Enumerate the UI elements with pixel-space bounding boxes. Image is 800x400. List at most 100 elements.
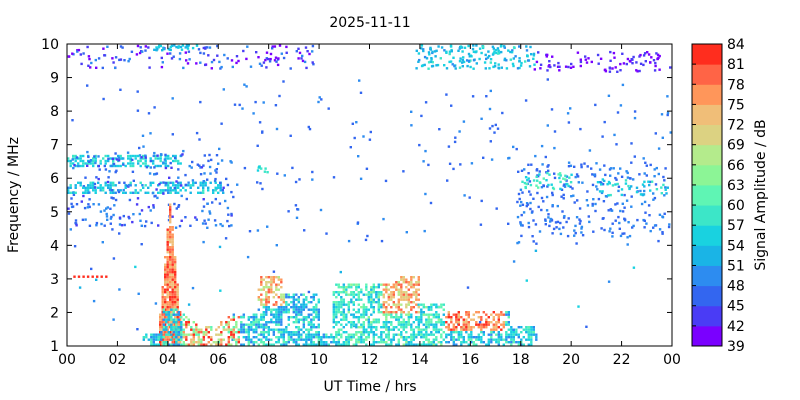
heatmap-cell (410, 326, 413, 329)
heatmap-cell (385, 333, 388, 336)
heatmap-cell (262, 306, 265, 309)
heatmap-cell (109, 191, 112, 194)
heatmap-cell (157, 184, 160, 187)
heatmap-cell (277, 313, 280, 316)
heatmap-cell (302, 326, 305, 329)
plot-area (67, 44, 672, 346)
heatmap-cell (517, 192, 521, 196)
heatmap-cell (76, 50, 79, 53)
heatmap-cell (260, 316, 263, 319)
heatmap-cell (270, 338, 273, 341)
heatmap-cell (167, 323, 170, 326)
heatmap-cell (171, 241, 174, 244)
heatmap-cell (185, 197, 188, 201)
heatmap-cell (179, 189, 182, 192)
heatmap-cell (260, 301, 263, 304)
heatmap-cell (480, 51, 483, 55)
heatmap-cell (387, 311, 390, 314)
heatmap-cell (205, 343, 208, 346)
heatmap-cell (623, 206, 626, 209)
heatmap-cell (530, 333, 533, 336)
heatmap-cell (327, 107, 330, 110)
heatmap-cell (100, 222, 103, 226)
heatmap-cell (215, 328, 218, 331)
heatmap-cell (661, 231, 664, 234)
heatmap-cell (539, 67, 542, 70)
heatmap-cell (492, 323, 495, 326)
heatmap-cell (192, 321, 195, 324)
heatmap-cell (118, 58, 121, 62)
heatmap-cell (635, 61, 638, 64)
heatmap-cell (332, 303, 335, 306)
x-tick-label: 02 (109, 352, 127, 368)
heatmap-cell (99, 159, 102, 163)
heatmap-cell (487, 321, 490, 324)
heatmap-cell (560, 195, 563, 198)
heatmap-cell (507, 333, 510, 336)
heatmap-cell (304, 46, 308, 49)
heatmap-cell (317, 298, 320, 301)
heatmap-cell (431, 50, 434, 53)
heatmap-cell (547, 183, 550, 187)
heatmap-cell (633, 110, 637, 113)
heatmap-cell (171, 261, 174, 264)
heatmap-cell (342, 298, 345, 301)
heatmap-cell (224, 199, 227, 203)
heatmap-cell (544, 155, 547, 159)
heatmap-cell (574, 175, 577, 179)
heatmap-cell (579, 64, 582, 68)
heatmap-cell (247, 316, 250, 319)
heatmap-cell (427, 318, 430, 321)
heatmap-cell (182, 186, 185, 189)
heatmap-cell (312, 306, 315, 309)
heatmap-cell (524, 176, 528, 179)
heatmap-cell (377, 336, 380, 339)
heatmap-cell (169, 266, 172, 269)
heatmap-cell (200, 331, 203, 334)
heatmap-cell (472, 318, 475, 321)
heatmap-cell (352, 303, 355, 306)
heatmap-cell (512, 46, 516, 49)
heatmap-cell (492, 326, 495, 329)
heatmap-cell (372, 311, 375, 314)
heatmap-cell (302, 323, 305, 326)
heatmap-cell (362, 321, 365, 324)
heatmap-cell (210, 343, 213, 346)
heatmap-cell (260, 303, 263, 306)
heatmap-cell (435, 321, 438, 324)
heatmap-cell (177, 186, 180, 189)
heatmap-cell (267, 308, 270, 311)
heatmap-cell (567, 217, 570, 220)
heatmap-cell (169, 256, 172, 259)
heatmap-cell (347, 338, 350, 341)
heatmap-cell (191, 179, 195, 182)
heatmap-cell (382, 341, 385, 344)
heatmap-cell (169, 311, 172, 314)
heatmap-cell (397, 288, 400, 291)
heatmap-cell (175, 338, 178, 341)
heatmap-cell (621, 232, 624, 235)
heatmap-cell (152, 154, 155, 158)
heatmap-cell (613, 133, 616, 137)
heatmap-cell (342, 301, 345, 304)
colorbar-segment (692, 124, 722, 146)
heatmap-cell (620, 188, 624, 191)
heatmap-cell (152, 333, 155, 336)
heatmap-cell (337, 286, 340, 289)
heatmap-cell (407, 293, 410, 296)
heatmap-cell (558, 69, 561, 72)
heatmap-cell (469, 59, 472, 62)
heatmap-cell (179, 45, 183, 49)
heatmap-cell (535, 338, 538, 341)
heatmap-cell (550, 219, 554, 222)
heatmap-cell (174, 276, 177, 279)
heatmap-cell (171, 253, 174, 256)
heatmap-cell (477, 311, 480, 314)
heatmap-cell (186, 62, 190, 65)
heatmap-cell (628, 59, 632, 63)
heatmap-cell (179, 181, 182, 184)
heatmap-cell (182, 343, 185, 346)
heatmap-cell (462, 328, 465, 331)
heatmap-cell (312, 326, 315, 329)
heatmap-cell (175, 331, 178, 334)
